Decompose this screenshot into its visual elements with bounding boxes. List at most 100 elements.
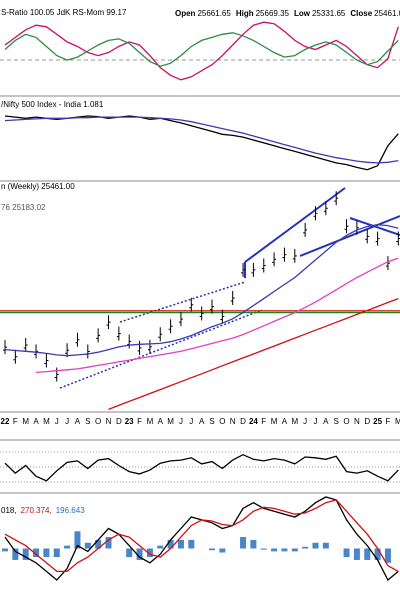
price-bar bbox=[251, 262, 256, 277]
price-bar bbox=[44, 353, 49, 368]
price-bar bbox=[13, 349, 18, 364]
histogram-bar bbox=[105, 537, 112, 549]
histogram-bar bbox=[64, 545, 71, 549]
panel-subtitle: 76 25183.02 bbox=[1, 203, 46, 212]
price-bar bbox=[178, 312, 183, 327]
price-bar bbox=[189, 297, 194, 312]
price-bar bbox=[210, 299, 214, 314]
x-tick-label: M bbox=[271, 417, 278, 426]
x-tick-label: O bbox=[219, 417, 225, 426]
panel-title: /Nifty 500 Index - India 1.081 bbox=[1, 100, 104, 109]
histogram-bar bbox=[43, 548, 50, 558]
x-tick-label: M bbox=[167, 417, 174, 426]
price-bar bbox=[241, 262, 246, 277]
histogram-bar bbox=[343, 548, 350, 558]
trendline bbox=[244, 187, 346, 263]
x-tick-label: M bbox=[395, 417, 400, 426]
series-line bbox=[4, 116, 399, 164]
panel: /Nifty 500 Index - India 1.081 bbox=[1, 100, 399, 171]
histogram-bar bbox=[250, 539, 257, 549]
price-bar bbox=[75, 332, 80, 347]
histogram-bar bbox=[188, 539, 195, 549]
x-tick-label: J bbox=[65, 417, 69, 426]
price-bar bbox=[365, 229, 370, 244]
quote-label: High bbox=[236, 9, 254, 18]
histogram-bar bbox=[281, 548, 288, 552]
histogram-bar bbox=[240, 537, 247, 549]
x-tick-label: A bbox=[158, 417, 164, 426]
histogram-bar bbox=[209, 548, 215, 551]
series-line bbox=[4, 453, 399, 482]
histogram-bar bbox=[302, 546, 309, 549]
panel: 22 F M A M J J A S O N D 23 F M A M J J A S O N D 24 F M A M J J A S O N D 2… bbox=[0, 182, 400, 426]
panel: S-Ratio 100.05 JdK RS-Mom 99.17 bbox=[0, 8, 400, 81]
trendline bbox=[59, 309, 263, 389]
histogram-bar bbox=[167, 539, 174, 549]
x-tick-label: A bbox=[75, 417, 81, 426]
x-tick-label: N bbox=[354, 417, 360, 426]
panel-frames bbox=[0, 95, 400, 494]
x-tick-label: O bbox=[95, 417, 101, 426]
histogram-bar bbox=[146, 548, 153, 558]
x-tick-label: D bbox=[364, 417, 370, 426]
price-bar bbox=[54, 367, 59, 382]
x-tick-label: S bbox=[85, 417, 90, 426]
x-tick-label: F bbox=[261, 417, 266, 426]
x-tick-label: M bbox=[147, 417, 154, 426]
price-bar bbox=[65, 343, 70, 358]
histogram-bar bbox=[2, 548, 8, 552]
series-line bbox=[4, 32, 399, 67]
x-tick-label: J bbox=[55, 417, 59, 426]
x-tick-label: J bbox=[189, 417, 193, 426]
quote-value: 25461.00 bbox=[374, 9, 400, 18]
series-line bbox=[4, 21, 399, 81]
price-bar bbox=[199, 306, 204, 321]
price-bar bbox=[230, 291, 235, 306]
series-line bbox=[108, 297, 399, 411]
histogram-bar bbox=[260, 548, 267, 550]
histogram-bar bbox=[364, 548, 371, 560]
histogram-bar bbox=[126, 548, 133, 558]
price-bar bbox=[334, 191, 339, 206]
price-bar bbox=[272, 252, 277, 267]
x-tick-label: D bbox=[116, 417, 122, 426]
price-bar bbox=[116, 326, 121, 341]
histogram-bar bbox=[219, 548, 226, 553]
x-tick-label: D bbox=[240, 417, 246, 426]
trendline bbox=[349, 217, 400, 236]
x-tick-label: 22 bbox=[1, 417, 10, 426]
x-tick-label: J bbox=[303, 417, 307, 426]
histogram-bar bbox=[177, 539, 184, 549]
price-bar bbox=[158, 327, 163, 342]
panel-title: 270.374, bbox=[21, 506, 52, 515]
x-tick-label: M bbox=[291, 417, 298, 426]
x-tick-label: 23 bbox=[125, 417, 134, 426]
price-bar bbox=[385, 256, 390, 271]
x-tick-label: O bbox=[343, 417, 349, 426]
price-bar bbox=[147, 339, 152, 354]
x-tick-label: A bbox=[33, 417, 39, 426]
histogram-bar bbox=[84, 542, 91, 549]
series-line bbox=[4, 499, 399, 573]
series-line bbox=[4, 224, 399, 357]
price-bar bbox=[261, 258, 266, 273]
histogram-bar bbox=[312, 542, 319, 549]
quote-value: 25661.65 bbox=[197, 9, 231, 18]
quote-label: Close bbox=[350, 9, 372, 18]
trendline bbox=[299, 215, 400, 257]
quote-label: Low bbox=[294, 9, 311, 18]
price-bar bbox=[106, 315, 111, 330]
price-bar bbox=[292, 248, 297, 263]
x-tick-label: F bbox=[386, 417, 391, 426]
histogram-bar bbox=[53, 548, 60, 558]
histogram-bar bbox=[12, 548, 19, 560]
quote-value: 25669.35 bbox=[256, 9, 290, 18]
x-tick-label: A bbox=[282, 417, 288, 426]
panel bbox=[0, 451, 400, 483]
histogram-bar bbox=[95, 539, 102, 549]
price-bar bbox=[96, 328, 101, 343]
x-tick-label: J bbox=[179, 417, 183, 426]
price-bar bbox=[23, 338, 28, 353]
x-tick-label: N bbox=[230, 417, 236, 426]
